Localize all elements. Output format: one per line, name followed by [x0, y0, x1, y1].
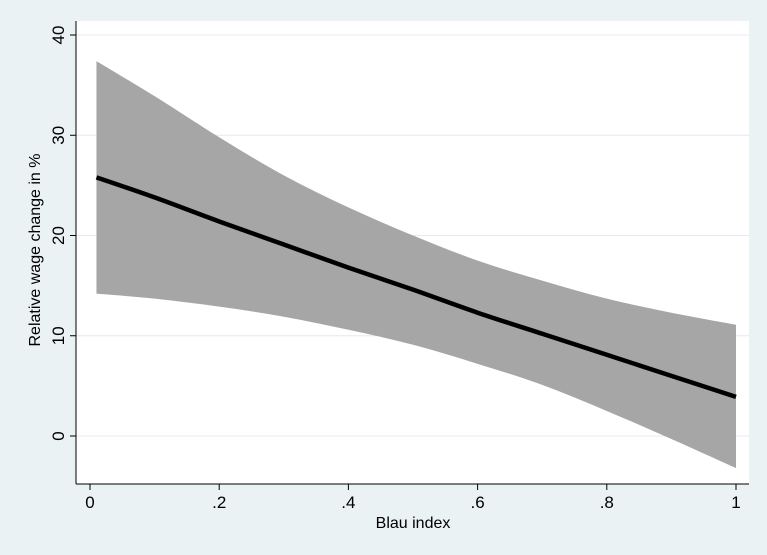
fitted-line	[95, 175, 737, 400]
axes	[75, 21, 749, 485]
y-tick-label: 20	[49, 226, 68, 245]
y-axis-ticks: 0 10 20 30 40	[49, 26, 76, 441]
x-tick-label: 0	[85, 493, 94, 512]
x-tick-label: .8	[600, 493, 614, 512]
y-tick-label: 30	[49, 126, 68, 145]
y-tick-label: 40	[49, 26, 68, 45]
x-tick-label: .2	[212, 493, 226, 512]
x-tick-label: .6	[471, 493, 485, 512]
y-tick-label: 10	[49, 326, 68, 345]
x-tick-label: 1	[731, 493, 740, 512]
x-tick-label: .4	[341, 493, 355, 512]
confidence-band	[96, 61, 736, 469]
y-axis-title: Relative wage change in %	[27, 153, 44, 346]
y-tick-label: 0	[49, 431, 68, 440]
x-axis-ticks: 0 .2 .4 .6 .8 1	[85, 484, 741, 512]
x-axis-title: Blau index	[376, 515, 451, 532]
